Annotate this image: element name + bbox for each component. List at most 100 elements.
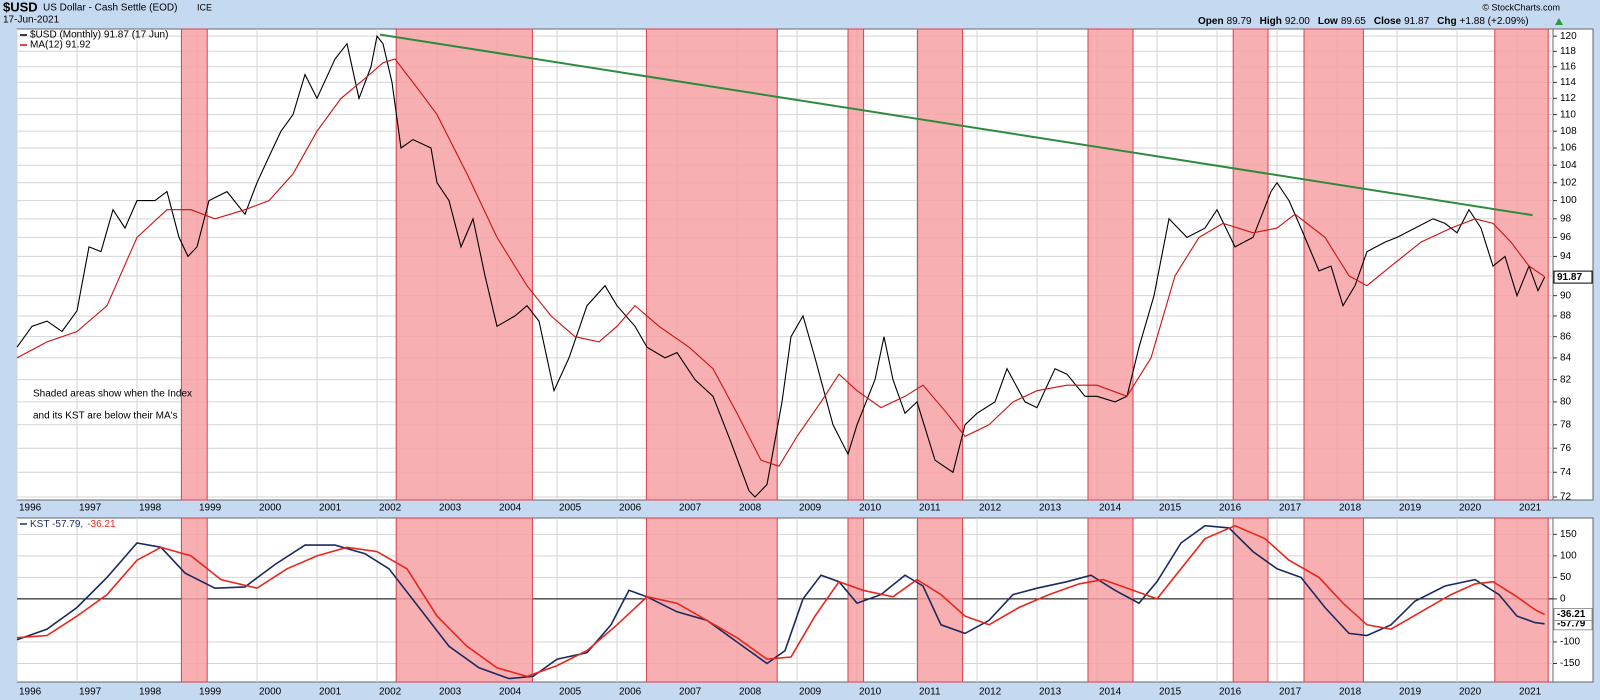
last-value-label: -36.21 <box>1557 609 1586 620</box>
shaded-period <box>395 28 533 501</box>
shaded-period <box>1232 28 1269 501</box>
last-value-label: 91.87 <box>1557 272 1582 283</box>
y-tick-label: 84 <box>1560 353 1572 364</box>
y-tick-label: 78 <box>1560 419 1572 430</box>
x-tick-label: 2015 <box>1159 687 1182 698</box>
quote-value: 91.87 <box>1404 16 1429 27</box>
quote-label: High <box>1260 16 1282 27</box>
x-tick-label: 1999 <box>199 503 222 514</box>
quote-label: Chg <box>1437 16 1456 27</box>
x-tick-label: 2000 <box>259 503 282 514</box>
plot-area <box>16 28 1554 501</box>
y-tick-label: 102 <box>1560 177 1577 188</box>
quote-label: Open <box>1198 16 1224 27</box>
annotation: Shaded areas show when the Index <box>33 389 192 400</box>
x-tick-label: 2006 <box>619 503 642 514</box>
y-tick-label: 110 <box>1560 109 1576 120</box>
y-tick-label: 106 <box>1560 143 1577 154</box>
y-tick-label: 100 <box>1560 195 1577 206</box>
y-tick-label: 120 <box>1560 31 1577 42</box>
y-tick-label: 50 <box>1560 572 1572 583</box>
y-tick-label: 74 <box>1560 467 1572 478</box>
shaded-period <box>1303 517 1364 683</box>
shaded-period <box>645 28 778 501</box>
last-value-label: -57.79 <box>1557 618 1586 629</box>
x-tick-label: 2005 <box>559 687 582 698</box>
quote-value: 89.79 <box>1227 16 1252 27</box>
y-tick-label: 90 <box>1560 290 1572 301</box>
shaded-period <box>917 517 964 683</box>
up-arrow <box>1555 18 1563 25</box>
shaded-period <box>1494 28 1549 501</box>
x-tick-label: 2004 <box>499 687 522 698</box>
y-tick-label: 112 <box>1560 93 1576 104</box>
x-tick-label: 2013 <box>1039 687 1062 698</box>
x-tick-label: 2021 <box>1519 687 1542 698</box>
plot-area <box>16 517 1554 683</box>
y-tick-label: 0 <box>1560 594 1566 605</box>
legend-label: -36.21 <box>87 519 116 530</box>
last-value-box <box>1553 270 1593 284</box>
x-tick-label: 2009 <box>799 687 822 698</box>
y-tick-label: -150 <box>1560 658 1580 669</box>
x-tick-label: 2007 <box>679 503 702 514</box>
quote-value: 89.65 <box>1341 16 1366 27</box>
series-line <box>16 58 1545 467</box>
x-tick-label: 2017 <box>1279 503 1302 514</box>
series-line <box>16 34 1546 498</box>
shaded-period <box>395 517 533 683</box>
x-tick-label: 2000 <box>259 687 282 698</box>
x-tick-label: 2009 <box>799 503 822 514</box>
x-tick-label: 2018 <box>1339 687 1362 698</box>
x-tick-label: 1998 <box>139 503 162 514</box>
y-tick-label: 100 <box>1560 551 1577 562</box>
y-tick-label: 80 <box>1560 397 1572 408</box>
x-tick-label: 2003 <box>439 687 462 698</box>
legend-label: KST -57.79, <box>30 519 83 530</box>
legend-label: $USD (Monthly) 91.87 (17 Jun) <box>30 30 168 41</box>
shaded-period <box>1232 517 1269 683</box>
x-tick-label: 2013 <box>1039 503 1062 514</box>
x-tick-label: 2006 <box>619 687 642 698</box>
last-value-box <box>1553 608 1593 622</box>
y-tick-label: 96 <box>1560 232 1572 243</box>
x-tick-label: 2012 <box>979 503 1002 514</box>
x-tick-label: 2021 <box>1519 503 1542 514</box>
quote: Open 89.79 High 92.00 Low 89.65 Close 91.87 Chg +… <box>1198 16 1529 27</box>
y-tick-label: 116 <box>1560 61 1576 72</box>
x-tick-label: 2020 <box>1459 687 1482 698</box>
x-tick-label: 2019 <box>1399 503 1422 514</box>
series-line <box>16 524 1545 678</box>
quote-value: +1.88 (+2.09%) <box>1460 16 1529 27</box>
shaded-period <box>1087 517 1134 683</box>
x-tick-label: 1996 <box>19 687 42 698</box>
y-tick-label: 82 <box>1560 374 1572 385</box>
x-tick-label: 2010 <box>859 687 882 698</box>
legend: KST -57.79, -36.21 <box>30 519 116 530</box>
symbol: $USD <box>3 0 38 14</box>
shaded-period <box>1087 28 1134 501</box>
x-tick-label: 2002 <box>379 687 402 698</box>
annotation: and its KST are below their MA's <box>33 411 178 422</box>
y-tick-label: 76 <box>1560 443 1572 454</box>
x-tick-label: 2014 <box>1099 503 1122 514</box>
x-tick-label: 2011 <box>919 687 941 698</box>
x-tick-label: 2007 <box>679 687 702 698</box>
credit: © StockCharts.com <box>1482 2 1560 12</box>
x-tick-label: 2010 <box>859 503 882 514</box>
y-tick-label: 94 <box>1560 251 1572 262</box>
y-tick-label: 98 <box>1560 213 1572 224</box>
y-tick-label: 114 <box>1560 77 1576 88</box>
x-tick-label: 1996 <box>19 503 42 514</box>
y-tick-label: 108 <box>1560 126 1577 137</box>
x-tick-label: 2005 <box>559 503 582 514</box>
shaded-period <box>180 517 208 683</box>
instrument-name: US Dollar - Cash Settle (EOD) <box>43 3 177 14</box>
x-tick-label: 1999 <box>199 687 222 698</box>
x-tick-label: 2011 <box>919 503 941 514</box>
y-tick-label: 150 <box>1560 529 1577 540</box>
y-tick-label: 118 <box>1560 46 1576 57</box>
x-tick-label: 2018 <box>1339 503 1362 514</box>
